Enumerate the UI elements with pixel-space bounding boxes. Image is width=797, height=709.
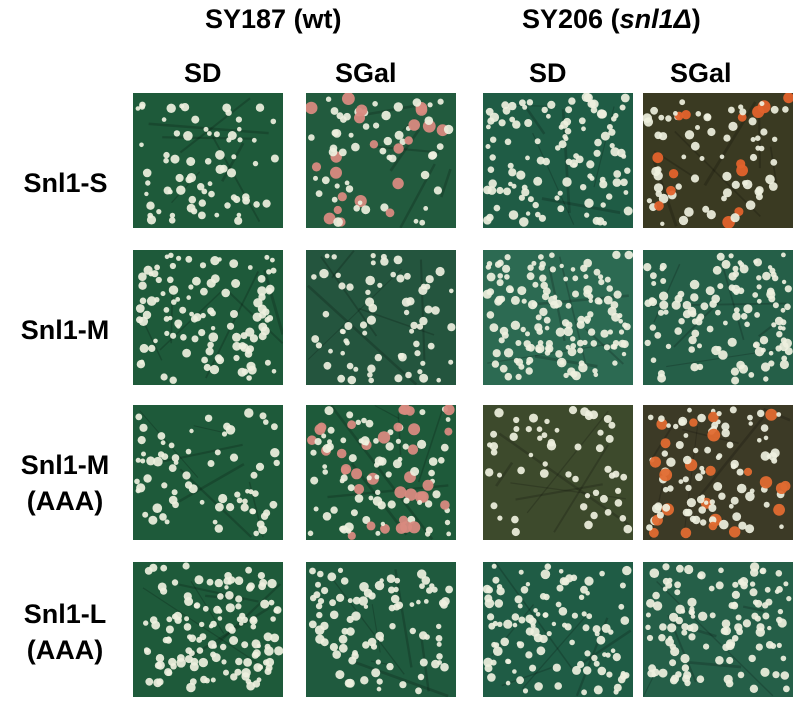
- plate-r4-c1: [133, 562, 283, 697]
- row-label-2: Snl1-M: [6, 312, 124, 348]
- plate-r3-c2: [306, 405, 456, 540]
- row-label-4-line2: (AAA): [26, 635, 104, 665]
- plate-r2-c3: [483, 250, 633, 385]
- plate-r4-c4: [643, 562, 793, 697]
- plate-r1-c1: [133, 93, 283, 228]
- row-label-1-line1: Snl1-S: [23, 168, 108, 198]
- row-label-1: Snl1-S: [8, 165, 123, 201]
- strain-header-prefix: SY206 (: [522, 4, 620, 34]
- row-label-4-line1: Snl1-L: [23, 599, 107, 629]
- plate-r2-c4: [643, 250, 793, 385]
- medium-header-1: SD: [184, 58, 222, 88]
- plate-r1-c2: [306, 93, 456, 228]
- plate-r4-c3: [483, 562, 633, 697]
- plate-r1-c4: [643, 93, 793, 228]
- row-label-2-line1: Snl1-M: [20, 315, 110, 345]
- strain-header-gene: snl1Δ: [619, 4, 692, 34]
- medium-header-3: SD: [529, 58, 567, 88]
- plate-r2-c1: [133, 250, 283, 385]
- plate-r3-c4: [643, 405, 793, 540]
- strain-header-wt: SY187 (wt): [205, 4, 342, 34]
- row-label-3-line1: Snl1-M: [20, 450, 110, 480]
- plate-r1-c3: [483, 93, 633, 228]
- row-label-4: Snl1-L (AAA): [6, 596, 124, 668]
- strain-header-suffix: ): [691, 4, 701, 34]
- plate-r2-c2: [306, 250, 456, 385]
- row-label-3: Snl1-M (AAA): [6, 447, 124, 519]
- row-label-3-line2: (AAA): [26, 486, 104, 516]
- strain-header-snl1-delta: SY206 (snl1Δ): [522, 4, 701, 35]
- plate-r3-c3: [483, 405, 633, 540]
- plate-r4-c2: [306, 562, 456, 697]
- medium-header-2: SGal: [335, 58, 397, 88]
- plate-r3-c1: [133, 405, 283, 540]
- medium-header-4: SGal: [670, 58, 732, 88]
